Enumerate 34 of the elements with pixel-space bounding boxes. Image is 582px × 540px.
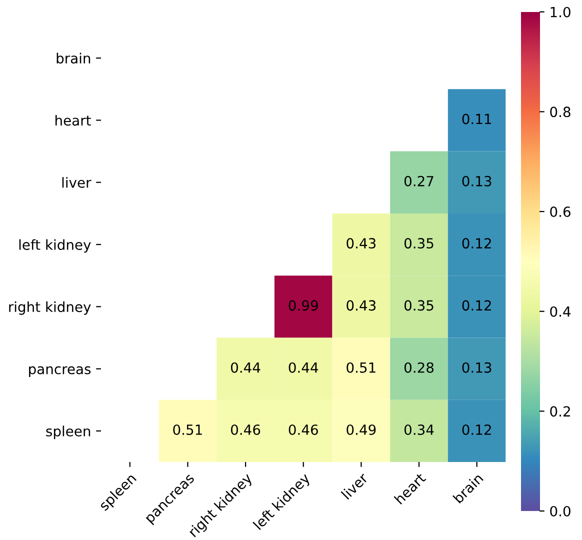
color-bar-label: 0.8 (550, 106, 570, 118)
color-bar-label: 1.0 (550, 6, 570, 18)
data-label: 0.51 (346, 362, 376, 373)
data-label: 0.13 (462, 362, 492, 373)
y-tick-label: brain (56, 52, 90, 64)
data-label: 0.35 (404, 300, 434, 311)
data-label: 0.28 (404, 362, 434, 373)
data-label: 0.13 (462, 176, 492, 186)
data-label: 0.12 (462, 238, 491, 249)
y-tick-label: spleen (46, 426, 90, 440)
data-label: 0.99 (288, 300, 318, 311)
data-label: 0.46 (230, 424, 260, 435)
color-bar-label: 0.6 (550, 206, 570, 218)
data-label: 0.49 (346, 424, 376, 435)
color-bar-label: 0.0 (550, 506, 570, 516)
data-label: 0.44 (288, 362, 318, 373)
y-tick-label: liver (62, 177, 92, 188)
color-bar-label: 0.4 (550, 306, 571, 317)
y-tick-label: left kidney (19, 239, 91, 253)
data-label: 0.12 (462, 300, 491, 311)
data-label: 0.51 (173, 424, 202, 435)
data-label: 0.35 (404, 238, 434, 249)
data-label: 0.43 (346, 300, 376, 311)
data-label: 0.27 (404, 176, 434, 186)
data-label: 0.43 (346, 238, 376, 249)
data-label: 0.46 (288, 424, 318, 435)
data-label: 0.11 (462, 114, 492, 124)
y-tick-label: pancreas (29, 366, 91, 377)
data-label: 0.44 (230, 362, 260, 373)
y-tick-label: heart (56, 114, 91, 126)
color-bar-label: 0.2 (550, 406, 570, 417)
data-label: 0.12 (462, 424, 491, 435)
data-label: 0.34 (404, 424, 434, 435)
y-tick-label: right kidney (9, 301, 91, 315)
